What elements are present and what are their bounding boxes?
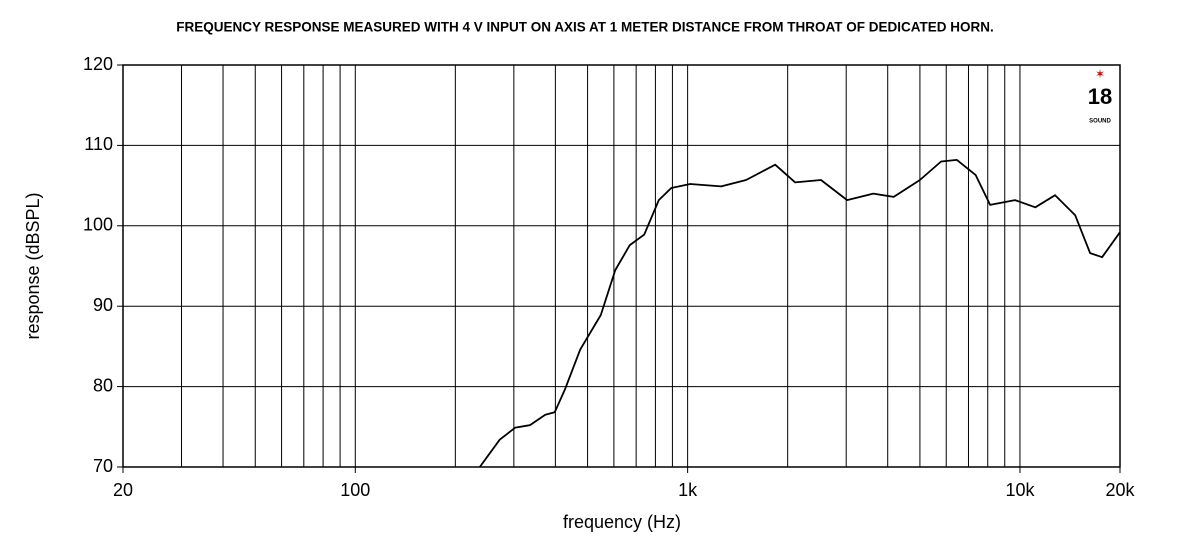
x-tick-label: 1k <box>678 480 698 500</box>
y-axis-label: response (dBSPL) <box>23 192 43 339</box>
y-tick-label: 110 <box>84 134 113 154</box>
response-line <box>479 159 1121 468</box>
x-axis-label: frequency (Hz) <box>563 512 681 532</box>
logo-star: ✶ <box>1095 67 1105 81</box>
chart-title: FREQUENCY RESPONSE MEASURED WITH 4 V INP… <box>176 20 994 35</box>
x-tick-label: 20 <box>113 480 133 500</box>
y-tick-label: 80 <box>93 375 113 395</box>
logo-number: 18 <box>1088 84 1112 109</box>
y-tick-label: 90 <box>93 295 113 315</box>
x-tick-label: 20k <box>1105 480 1135 500</box>
plot-frame <box>122 64 1121 468</box>
y-tick-label: 70 <box>93 456 113 476</box>
logo: ✶ 18 SOUND <box>1088 67 1112 124</box>
x-tick-label: 10k <box>1005 480 1035 500</box>
y-tick-label: 120 <box>83 54 113 74</box>
logo-brand: SOUND <box>1089 119 1111 125</box>
x-tick-label: 100 <box>340 480 370 500</box>
y-tick-label: 100 <box>83 215 113 235</box>
